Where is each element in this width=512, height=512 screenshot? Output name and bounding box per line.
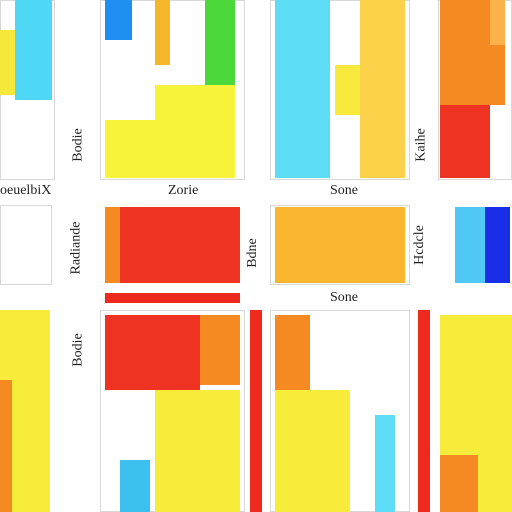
block	[440, 105, 490, 178]
bar	[105, 293, 240, 303]
frame	[270, 0, 410, 180]
frame	[100, 0, 245, 180]
block	[490, 0, 505, 45]
label: Sone	[330, 183, 358, 198]
block	[275, 0, 330, 178]
block	[105, 315, 200, 390]
block	[335, 65, 360, 115]
block	[120, 460, 150, 512]
block	[105, 120, 205, 178]
block	[0, 380, 12, 512]
block	[105, 207, 120, 283]
block	[360, 0, 405, 178]
label: Kaihe	[413, 128, 429, 162]
label: Bodie	[70, 333, 86, 367]
frame	[270, 205, 410, 285]
label: Hcdcle	[411, 225, 427, 265]
bar	[250, 310, 262, 512]
block	[375, 415, 395, 512]
label: Sone	[330, 290, 358, 305]
label: Zorie	[168, 183, 199, 198]
block	[440, 455, 478, 512]
block	[455, 207, 485, 283]
frame	[0, 205, 52, 285]
block	[485, 207, 510, 283]
block	[155, 390, 240, 512]
bar	[418, 310, 430, 512]
block	[275, 315, 310, 390]
label: Bodie	[70, 128, 86, 162]
block	[200, 315, 240, 385]
label: Radiande	[68, 221, 84, 275]
label: oeuelbiX	[0, 183, 52, 198]
block	[15, 0, 52, 100]
block	[275, 390, 350, 512]
block	[0, 30, 15, 95]
block	[105, 0, 132, 40]
block	[105, 207, 240, 283]
block	[155, 0, 170, 65]
label: Bdne	[244, 238, 260, 268]
block	[275, 207, 405, 283]
